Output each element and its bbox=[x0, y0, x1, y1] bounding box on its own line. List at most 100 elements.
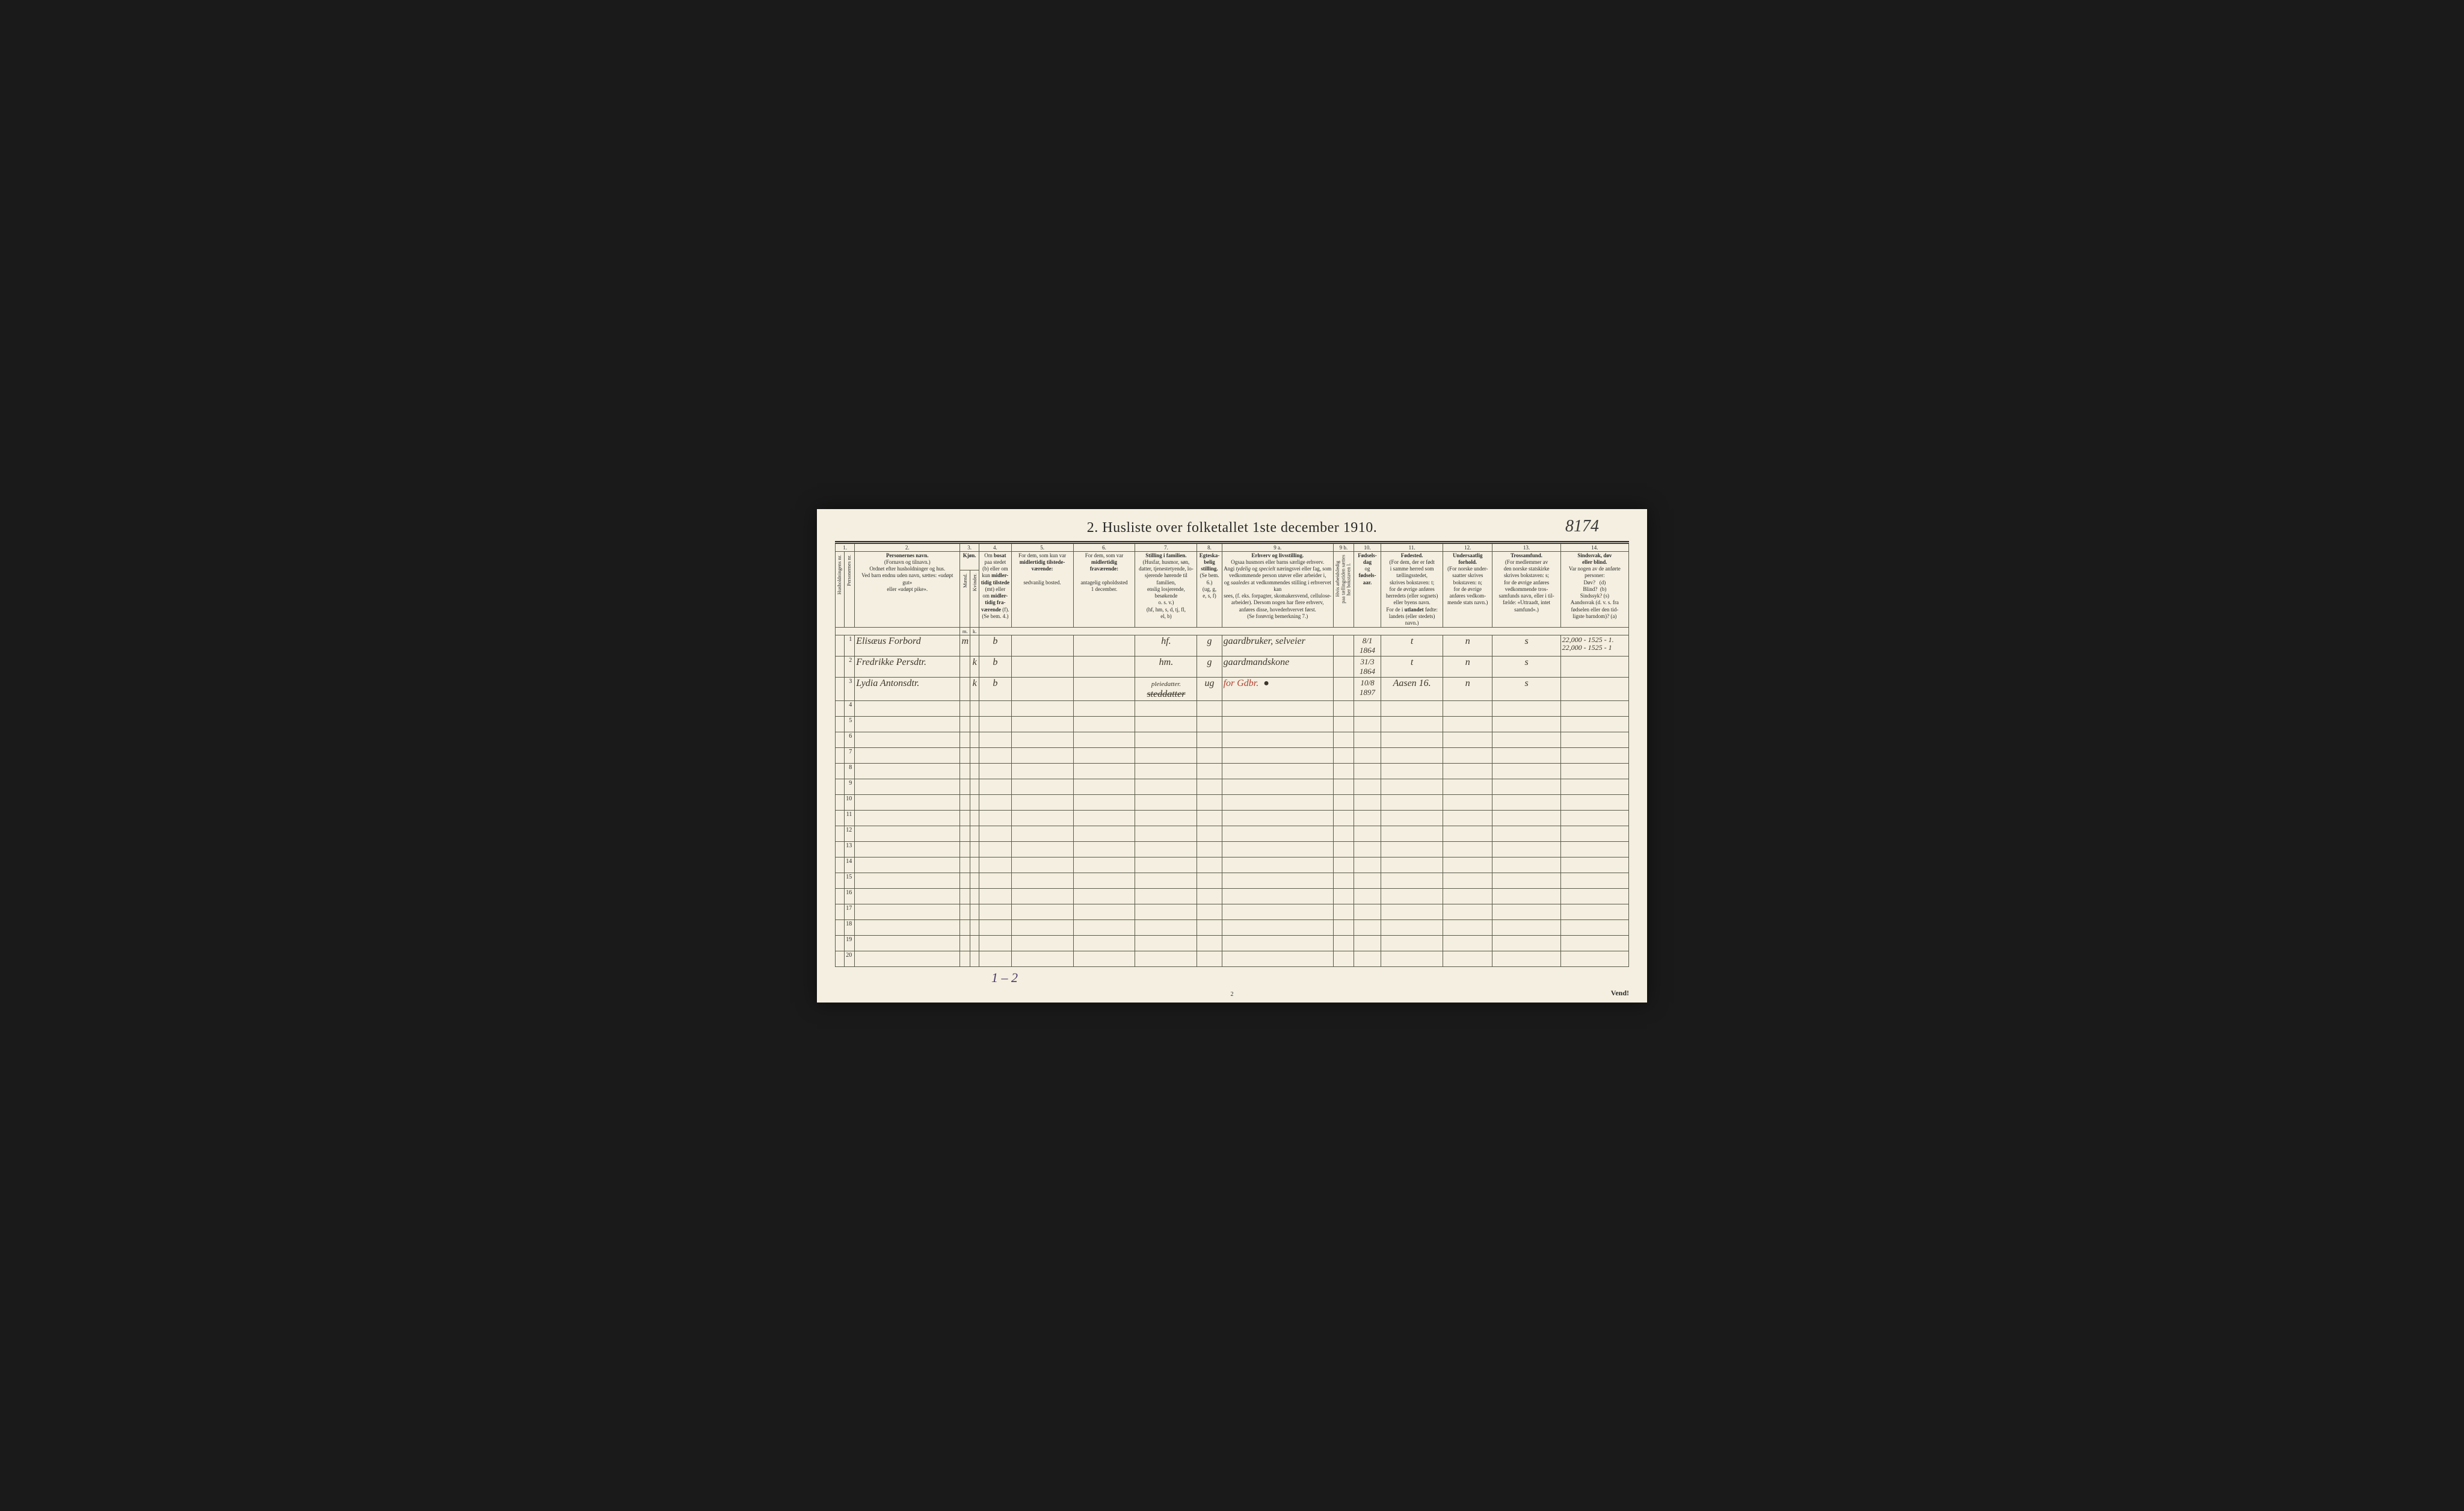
cell-person-nr: 17 bbox=[844, 904, 855, 920]
cell-egt: ug bbox=[1197, 678, 1222, 701]
cell-person-nr: 14 bbox=[844, 857, 855, 873]
table-row: 14 bbox=[836, 857, 1629, 873]
colnum-10: 10. bbox=[1354, 543, 1381, 551]
hdr-col9b: Hvis arbeidsledigpaa tællingstiden sætte… bbox=[1333, 551, 1354, 628]
cell-fd: 8/1 1864 bbox=[1354, 635, 1381, 657]
cell-fsted: Aasen 16. bbox=[1381, 678, 1443, 701]
handwritten-page-number: 8174 bbox=[1565, 517, 1599, 536]
cell-person-nr: 15 bbox=[844, 873, 855, 889]
mk-m: m. bbox=[960, 628, 970, 635]
cell-sex-k bbox=[970, 635, 979, 657]
hdr-maend: Mænd. bbox=[960, 570, 970, 628]
colnum-5: 5. bbox=[1011, 543, 1073, 551]
cell-c9b bbox=[1333, 657, 1354, 678]
cell-person-nr: 16 bbox=[844, 889, 855, 904]
hdr-person-nr: Personernes nr. bbox=[844, 551, 855, 628]
cell-hushold bbox=[836, 857, 845, 873]
table-row: 19 bbox=[836, 936, 1629, 951]
cell-fam: hf. bbox=[1135, 635, 1197, 657]
cell-c6 bbox=[1073, 657, 1135, 678]
cell-hushold bbox=[836, 889, 845, 904]
cell-sex-m: m bbox=[960, 635, 970, 657]
cell-c5 bbox=[1011, 678, 1073, 701]
cell-fam: pleiedatter.steddatter bbox=[1135, 678, 1197, 701]
table-row: 18 bbox=[836, 920, 1629, 936]
colnum-13: 13. bbox=[1492, 543, 1560, 551]
cell-hushold bbox=[836, 764, 845, 779]
cell-c6 bbox=[1073, 635, 1135, 657]
cell-person-nr: 4 bbox=[844, 701, 855, 717]
hdr-kjon: Kjøn. bbox=[960, 551, 979, 570]
cell-fam: hm. bbox=[1135, 657, 1197, 678]
colnum-14: 14. bbox=[1560, 543, 1628, 551]
hdr-bosat: Om bosatpaa stedet(b) eller omkun midler… bbox=[979, 551, 1012, 628]
cell-sex-k: k bbox=[970, 657, 979, 678]
handwritten-annotation: 1 – 2 bbox=[991, 970, 1018, 986]
table-row: 1Elisæus Forbordmbhf.ggaardbruker, selve… bbox=[836, 635, 1629, 657]
cell-hushold bbox=[836, 701, 845, 717]
colnum-3: 3. bbox=[960, 543, 979, 551]
cell-sex-m bbox=[960, 678, 970, 701]
hdr-col10: Fødsels-dagogfødsels-aar. bbox=[1354, 551, 1381, 628]
hdr-col7: Stilling i familien.(Husfar, husmor, søn… bbox=[1135, 551, 1197, 628]
cell-person-nr: 10 bbox=[844, 795, 855, 811]
cell-person-nr: 8 bbox=[844, 764, 855, 779]
cell-c14 bbox=[1560, 678, 1628, 701]
cell-fsted: t bbox=[1381, 635, 1443, 657]
table-row: 9 bbox=[836, 779, 1629, 795]
header-label-row: Husholdningens nr. Personernes nr. Perso… bbox=[836, 551, 1629, 570]
colnum-1: 1. bbox=[836, 543, 855, 551]
cell-hushold bbox=[836, 951, 845, 967]
colnum-2: 2. bbox=[855, 543, 960, 551]
footer: 2 Vend! bbox=[835, 991, 1629, 998]
colnum-9a: 9 a. bbox=[1222, 543, 1333, 551]
table-row: 8 bbox=[836, 764, 1629, 779]
cell-hushold bbox=[836, 635, 845, 657]
hdr-col11: Fødested.(For dem, der er fødti samme he… bbox=[1381, 551, 1443, 628]
table-row: 5 bbox=[836, 717, 1629, 732]
cell-tros: s bbox=[1492, 657, 1560, 678]
column-number-row: 1. 2. 3. 4. 5. 6. 7. 8. 9 a. 9 b. 10. 11… bbox=[836, 543, 1629, 551]
table-row: 3Lydia Antonsdtr.kbpleiedatter.steddatte… bbox=[836, 678, 1629, 701]
cell-person-nr: 13 bbox=[844, 842, 855, 857]
table-row: 11 bbox=[836, 811, 1629, 826]
cell-bosat: b bbox=[979, 635, 1012, 657]
hdr-col6: For dem, som varmidlertidigfraværende:an… bbox=[1073, 551, 1135, 628]
mk-row: m. k. bbox=[836, 628, 1629, 635]
cell-c5 bbox=[1011, 657, 1073, 678]
hdr-col8: Egteska-beligstilling.(Se bem. 6.)(ug, g… bbox=[1197, 551, 1222, 628]
hdr-col13: Trossamfund.(For medlemmer avden norske … bbox=[1492, 551, 1560, 628]
cell-hushold bbox=[836, 842, 845, 857]
cell-person-nr: 19 bbox=[844, 936, 855, 951]
cell-person-nr: 7 bbox=[844, 748, 855, 764]
title-row: 2. Husliste over folketallet 1ste decemb… bbox=[835, 520, 1629, 536]
cell-name: Fredrikke Persdtr. bbox=[855, 657, 960, 678]
hdr-husholdning: Husholdningens nr. bbox=[836, 551, 845, 628]
table-row: 10 bbox=[836, 795, 1629, 811]
cell-tros: s bbox=[1492, 678, 1560, 701]
cell-c14 bbox=[1560, 657, 1628, 678]
colnum-9b: 9 b. bbox=[1333, 543, 1354, 551]
cell-person-nr: 2 bbox=[844, 657, 855, 678]
census-page: 2. Husliste over folketallet 1ste decemb… bbox=[817, 509, 1647, 1003]
hdr-col9a: Erhverv og livsstilling.Ogsaa husmors el… bbox=[1222, 551, 1333, 628]
cell-fd: 31/3 1864 bbox=[1354, 657, 1381, 678]
hdr-col14: Sindssvak, døveller blind.Var nogen av d… bbox=[1560, 551, 1628, 628]
census-table: 1. 2. 3. 4. 5. 6. 7. 8. 9 a. 9 b. 10. 11… bbox=[835, 543, 1629, 968]
cell-name: Elisæus Forbord bbox=[855, 635, 960, 657]
table-header: 1. 2. 3. 4. 5. 6. 7. 8. 9 a. 9 b. 10. 11… bbox=[836, 543, 1629, 635]
cell-hushold bbox=[836, 826, 845, 842]
cell-hushold bbox=[836, 732, 845, 748]
cell-person-nr: 3 bbox=[844, 678, 855, 701]
table-row: 15 bbox=[836, 873, 1629, 889]
cell-person-nr: 6 bbox=[844, 732, 855, 748]
footer-page-num: 2 bbox=[835, 991, 1629, 998]
colnum-11: 11. bbox=[1381, 543, 1443, 551]
cell-erhv: for Gdbr. ● bbox=[1222, 678, 1333, 701]
cell-erhv: gaardbruker, selveier bbox=[1222, 635, 1333, 657]
cell-hushold bbox=[836, 936, 845, 951]
cell-hushold bbox=[836, 657, 845, 678]
cell-und: n bbox=[1443, 635, 1492, 657]
table-row: 6 bbox=[836, 732, 1629, 748]
cell-und: n bbox=[1443, 657, 1492, 678]
